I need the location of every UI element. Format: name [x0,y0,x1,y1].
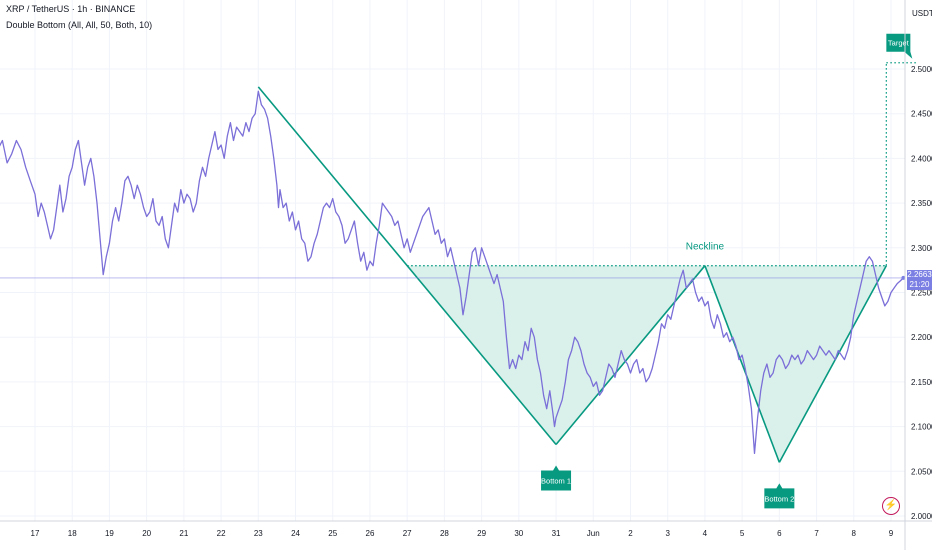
x-tick-label: 25 [328,529,337,538]
pattern-fills [407,265,887,463]
zigzag-segment [257,86,557,445]
x-tick-label: 23 [254,529,263,538]
target-label: Target [888,39,910,48]
bottom-label: Bottom 2 [764,494,794,503]
flash-icon[interactable]: ⚡ [882,497,900,515]
y-tick-label: 2.5000 [911,65,932,74]
symbol-title: XRP / TetherUS · 1h · BINANCE [6,4,136,14]
x-tick-label: 26 [366,529,375,538]
zigzag-segment [555,265,706,445]
indicator-title[interactable]: Double Bottom (All, All, 50, Both, 10) [6,20,153,30]
y-tick-label: 2.1500 [911,378,932,387]
pattern-zigzag [257,86,888,463]
pattern-fill [704,265,887,463]
target-label-box [886,33,913,59]
bottom-label-box [764,483,795,509]
x-tick-label: 18 [68,529,77,538]
x-tick-label: 3 [665,529,670,538]
y-tick-label: 2.4000 [911,154,932,163]
chart-grid [0,0,905,521]
target-projection: Target [885,33,916,266]
x-tick-label: 9 [889,529,894,538]
x-tick-label: 30 [514,529,523,538]
y-tick-label: 2.0500 [911,467,932,476]
pattern-fill [407,265,705,445]
y-tick-label: 2.1000 [911,423,932,432]
y-tick-label: 2.4500 [911,110,932,119]
last-price-value: 2.2663 [907,270,932,279]
currency-label[interactable]: USDT [912,9,932,18]
x-tick-label: 8 [852,529,857,538]
x-tick-label: 4 [703,529,708,538]
x-tick-label: 31 [552,529,561,538]
x-tick-label: Jun [587,529,600,538]
y-tick-label: 2.2500 [911,289,932,298]
last-price-badge: 2.2663 21:20 [907,270,932,290]
bottom-label: Bottom 1 [541,476,571,485]
x-tick-label: 27 [403,529,412,538]
bottom-labels: Bottom 1 Bottom 2 [541,465,795,509]
price-line [0,90,904,455]
last-price-countdown: 21:20 [909,280,930,289]
zigzag-segment [778,265,888,463]
neckline: Neckline [407,242,887,267]
x-tick-label: 7 [814,529,819,538]
y-tick-label: 2.2000 [911,333,932,342]
x-tick-label: 2 [628,529,633,538]
zigzag-segment [704,265,781,463]
y-tick-label: 2.0000 [911,512,932,521]
neckline-label: Neckline [686,242,725,253]
x-tick-label: 19 [105,529,114,538]
x-tick-label: 5 [740,529,745,538]
y-tick-label: 2.3000 [911,244,932,253]
x-tick-label: 20 [142,529,151,538]
x-tick-label: 28 [440,529,449,538]
bottom-label-box [541,465,572,491]
x-tick-label: 21 [179,529,188,538]
x-tick-label: 17 [31,529,40,538]
x-tick-label: 22 [217,529,226,538]
x-tick-label: 24 [291,529,300,538]
y-tick-label: 2.3500 [911,199,932,208]
x-tick-label: 6 [777,529,782,538]
x-tick-label: 29 [477,529,486,538]
